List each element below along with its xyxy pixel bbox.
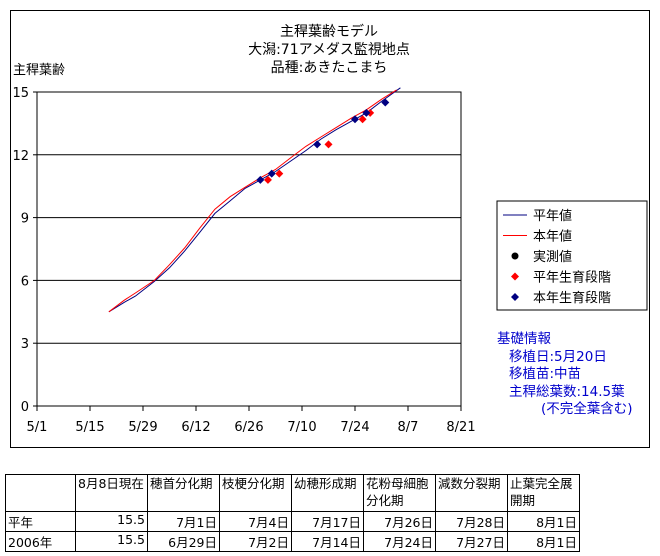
table-cell: 7月24日 bbox=[363, 531, 436, 552]
x-tick-label: 6/12 bbox=[181, 420, 210, 435]
table-cell: 15.5 bbox=[75, 531, 148, 552]
table-cell: 7月17日 bbox=[291, 511, 364, 532]
table-row: 2006年 15.5 6月29日 7月2日 7月14日 7月24日 7月27日 … bbox=[5, 531, 580, 552]
info-line-seedling: 移植苗:中苗 bbox=[509, 366, 582, 382]
stage-marker bbox=[381, 98, 390, 107]
x-tick-label: 5/1 bbox=[27, 420, 48, 435]
legend-label: 平年生育段階 bbox=[533, 270, 611, 286]
legend-swatch bbox=[511, 252, 519, 260]
x-tick-label: 5/15 bbox=[75, 420, 104, 435]
y-tick-label: 0 bbox=[21, 400, 29, 415]
stage-marker bbox=[324, 140, 333, 149]
stage-marker bbox=[256, 175, 265, 184]
y-tick-label: 3 bbox=[21, 337, 29, 352]
stage-marker bbox=[358, 115, 367, 124]
table-header-cell: 枝梗分化期 bbox=[219, 474, 292, 512]
basic-info: 基礎情報 移植日:5月20日 移植苗:中苗 主稈総葉数:14.5葉 (不完全葉含… bbox=[497, 331, 633, 419]
stage-marker bbox=[275, 169, 284, 178]
table-header-cell: 8月8日現在 bbox=[75, 474, 148, 512]
table-header-cell: 花粉母細胞分化期 bbox=[363, 474, 436, 512]
y-axis-label: 主稈葉齢 bbox=[13, 63, 65, 78]
legend-label: 実測値 bbox=[533, 249, 572, 265]
growth-stage-table: 8月8日現在 穂首分化期 枝梗分化期 幼穂形成期 花粉母細胞分化期 減数分裂期 … bbox=[5, 474, 580, 552]
x-tick-label: 8/7 bbox=[398, 420, 419, 435]
table-header-cell bbox=[5, 474, 76, 512]
table-header-cell: 止葉完全展開期 bbox=[507, 474, 580, 512]
info-line-transplant-date: 移植日:5月20日 bbox=[509, 348, 607, 365]
info-line-note: (不完全葉含む) bbox=[541, 401, 633, 417]
table-row: 平年 15.5 7月1日 7月4日 7月17日 7月26日 7月28日 8月1日 bbox=[5, 511, 580, 532]
plot-area bbox=[36, 91, 462, 407]
series-line bbox=[108, 89, 397, 313]
y-tick-label: 6 bbox=[21, 274, 29, 289]
table-cell: 7月2日 bbox=[219, 531, 292, 552]
legend-swatch bbox=[511, 272, 519, 281]
x-tick-label: 6/26 bbox=[234, 420, 263, 435]
table-cell: 7月28日 bbox=[435, 511, 508, 532]
legend-swatch bbox=[511, 293, 519, 301]
table-header-cell: 減数分裂期 bbox=[435, 474, 508, 512]
stage-marker bbox=[263, 175, 272, 184]
stage-marker bbox=[267, 169, 276, 178]
table-cell: 15.5 bbox=[75, 511, 148, 532]
info-heading: 基礎情報 bbox=[497, 331, 551, 347]
row-label: 2006年 bbox=[5, 531, 76, 552]
stage-marker bbox=[351, 115, 359, 124]
y-tick-label: 9 bbox=[21, 212, 29, 227]
chart-title-line: 主稈葉齢モデル bbox=[280, 23, 378, 40]
table-header-cell: 穂首分化期 bbox=[147, 474, 220, 512]
chart-title-line: 品種:あきたこまち bbox=[271, 60, 388, 76]
table-cell: 6月29日 bbox=[147, 531, 220, 552]
x-tick-label: 7/24 bbox=[340, 420, 369, 435]
table-cell: 8月1日 bbox=[507, 511, 580, 532]
table-header-row: 8月8日現在 穂首分化期 枝梗分化期 幼穂形成期 花粉母細胞分化期 減数分裂期 … bbox=[5, 474, 580, 512]
table-cell: 7月14日 bbox=[291, 531, 364, 552]
x-tick-label: 8/21 bbox=[446, 420, 475, 435]
x-tick-label: 5/29 bbox=[128, 420, 157, 435]
y-tick-label: 12 bbox=[12, 149, 29, 164]
stage-marker bbox=[362, 108, 371, 117]
chart-title-line: 大潟:71アメダス監視地点 bbox=[248, 41, 410, 58]
table-cell: 7月4日 bbox=[219, 511, 292, 532]
legend-label: 本年値 bbox=[533, 229, 572, 245]
table-header-cell: 幼穂形成期 bbox=[291, 474, 364, 512]
x-tick-label: 7/10 bbox=[287, 420, 316, 435]
table-cell: 7月26日 bbox=[363, 511, 436, 532]
legend-label: 本年生育段階 bbox=[533, 290, 611, 306]
legend-label: 平年値 bbox=[533, 208, 572, 224]
info-line-total-leaves: 主稈総葉数:14.5葉 bbox=[509, 383, 625, 400]
table-cell: 7月1日 bbox=[147, 511, 220, 532]
row-label: 平年 bbox=[5, 511, 76, 532]
table-cell: 8月1日 bbox=[507, 531, 580, 552]
table-cell: 7月27日 bbox=[435, 531, 508, 552]
legend-box bbox=[496, 200, 648, 311]
series-line bbox=[108, 87, 401, 313]
y-tick-label: 15 bbox=[12, 86, 29, 101]
stage-marker bbox=[313, 140, 322, 149]
chart-panel: 主稈葉齢モデル 大潟:71アメダス監視地点 品種:あきたこまち 主稈葉齢 0 3 6 9 12… bbox=[10, 10, 650, 448]
